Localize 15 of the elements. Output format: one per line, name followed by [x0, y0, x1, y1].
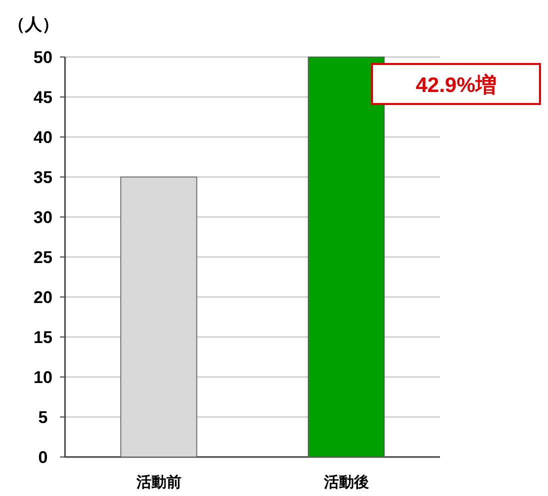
- y-tick-label: 50: [34, 48, 52, 67]
- y-tick-label: 25: [34, 248, 52, 267]
- y-tick-label: 5: [38, 408, 48, 427]
- y-tick-label: 35: [34, 168, 52, 187]
- x-tick-label: 活動前: [135, 474, 182, 491]
- y-tick-label: 40: [34, 128, 52, 147]
- y-axis-title: （人）: [8, 15, 59, 34]
- y-tick-label: 20: [34, 288, 52, 307]
- annotation: 42.9%増: [416, 73, 496, 97]
- y-tick-label: 15: [34, 328, 52, 347]
- x-tick-label: 活動後: [322, 474, 369, 491]
- y-tick-label: 0: [38, 448, 48, 467]
- y-tick-label: 10: [34, 368, 52, 387]
- y-tick-label: 45: [34, 88, 52, 107]
- y-tick-label: 30: [34, 208, 52, 227]
